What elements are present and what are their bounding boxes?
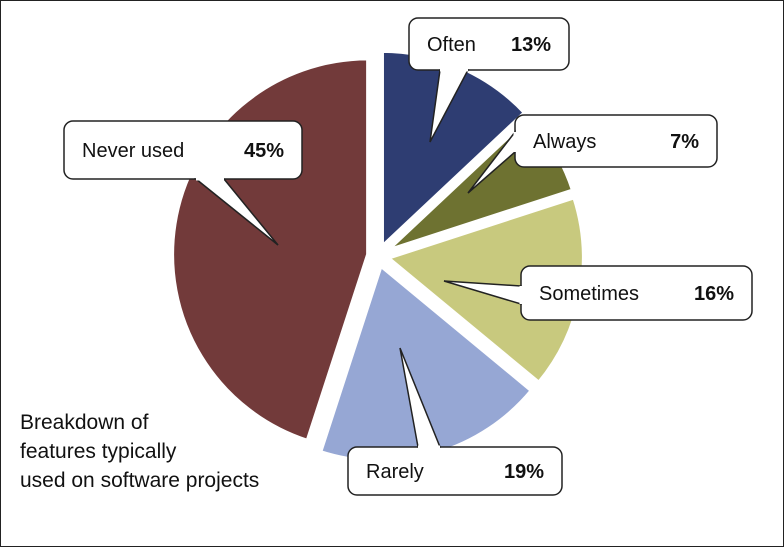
caption-line-3: used on software projects [20, 469, 260, 492]
callout-box [63, 120, 303, 180]
callout-label: Rarely [366, 461, 424, 483]
callout-always: Always 7% [467, 114, 718, 194]
callout-value: 13% [511, 34, 551, 56]
pie-slice-never-used [170, 56, 371, 444]
callout-label: Always [533, 131, 596, 153]
callout-sometimes: Sometimes 16% [443, 265, 753, 321]
caption-line-2: features typically [20, 440, 177, 463]
callout-value: 16% [694, 283, 734, 305]
callouts: Often 13% Always 7% Sometimes 16% Rarely 19% Nev… [63, 17, 753, 496]
callout-box [347, 446, 563, 496]
callout-label: Never used [82, 140, 184, 162]
callout-never-used: Never used 45% [63, 120, 303, 246]
caption-line-1: Breakdown of [20, 411, 149, 434]
callout-value: 45% [244, 140, 284, 162]
pie-slices [170, 48, 586, 464]
callout-box [408, 17, 570, 71]
callout-label: Often [427, 34, 476, 56]
callout-label: Sometimes [539, 283, 639, 305]
callout-often: Often 13% [408, 17, 570, 143]
callout-rarely: Rarely 19% [347, 347, 563, 496]
chart-caption: Breakdown of features typically used on … [20, 408, 320, 495]
callout-value: 7% [670, 131, 699, 153]
callout-value: 19% [504, 461, 544, 483]
